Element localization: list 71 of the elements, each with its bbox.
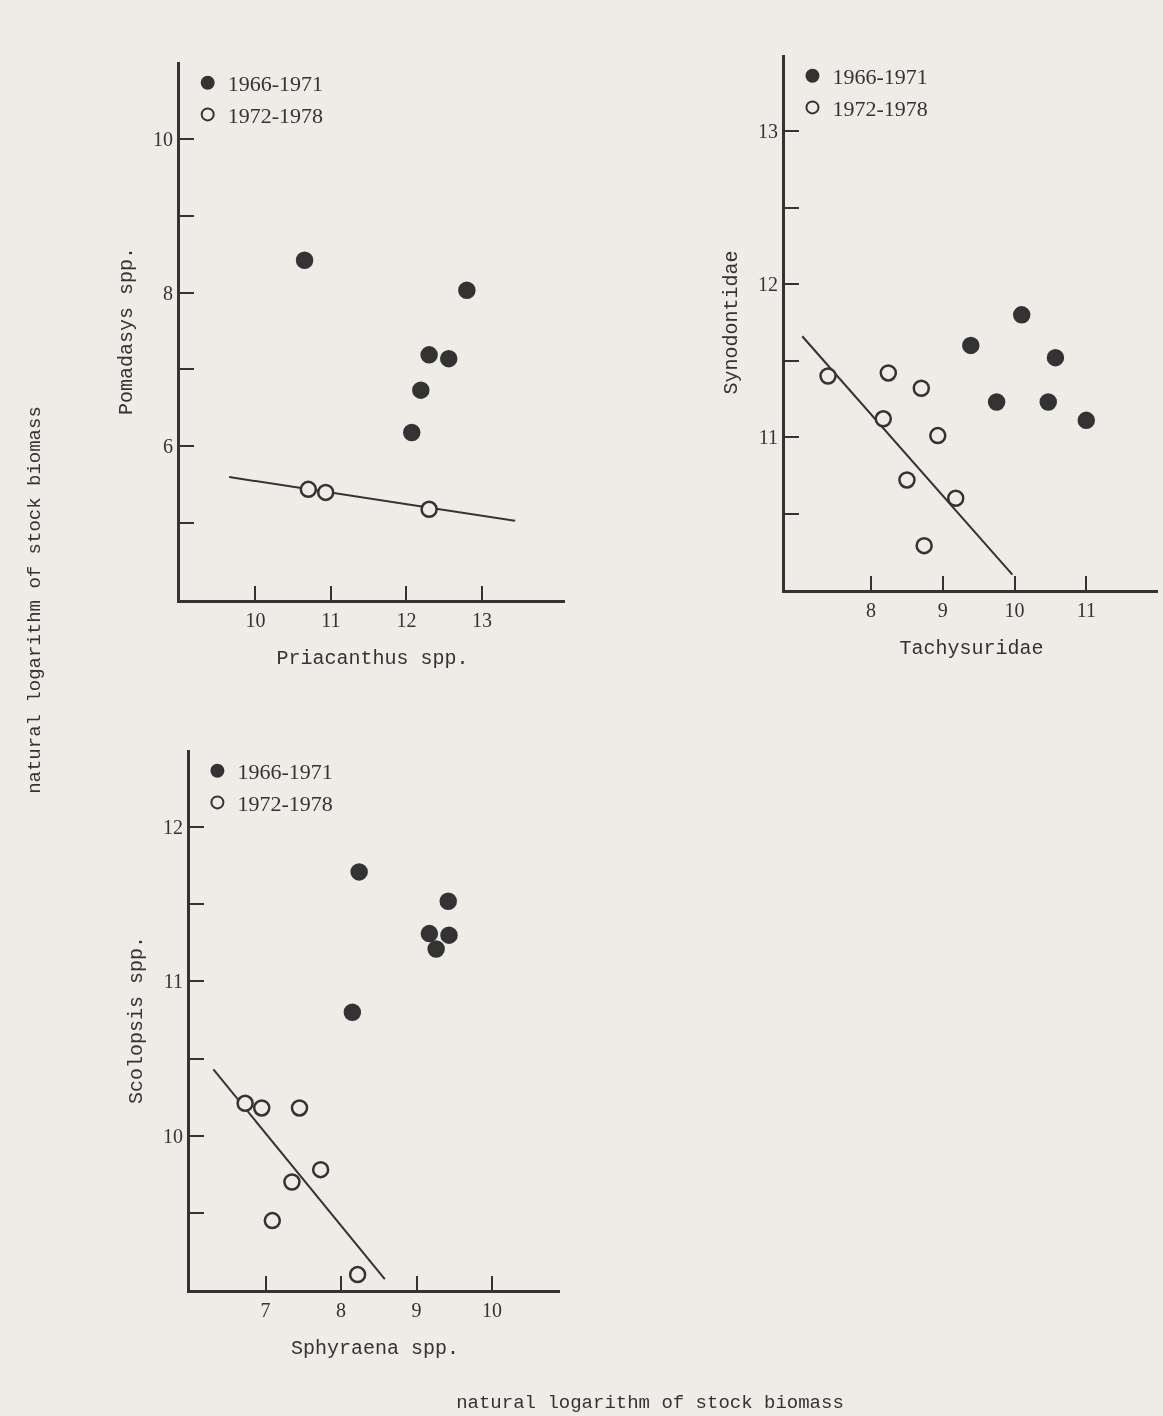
point (252, 1099, 271, 1117)
y-tick-label: 8 (163, 281, 173, 304)
point (819, 367, 837, 385)
point (283, 1173, 301, 1191)
y-tick-label: 13 (758, 120, 778, 143)
text: natural logarithm of stock biomass (456, 1392, 844, 1414)
x-axis-title: Priacanthus spp. (276, 646, 469, 670)
y-tick-label: 11 (758, 426, 778, 449)
y-axis-title: Synodontidae (719, 250, 743, 395)
y-tick-label: 6 (163, 435, 173, 458)
point (458, 281, 476, 300)
point (299, 480, 318, 499)
point (420, 500, 438, 519)
x-axis-title: Tachysuridae (899, 636, 1044, 660)
point (440, 349, 458, 368)
x-tick-label: 7 (260, 1299, 271, 1321)
point (311, 1160, 330, 1179)
point (1077, 411, 1096, 430)
x-tick-label: 11 (321, 609, 341, 631)
point (295, 251, 314, 270)
legend-label: 1972-1978 (832, 95, 928, 121)
y-tick-label: 11 (163, 970, 183, 993)
point (946, 489, 965, 508)
point (316, 483, 335, 502)
y-tick-label: 12 (163, 816, 183, 839)
x-tick-label: 9 (937, 599, 948, 621)
point (420, 346, 438, 364)
point (1039, 393, 1057, 411)
point (412, 381, 430, 399)
point (439, 892, 457, 910)
x-tick-label: 8 (866, 599, 877, 621)
point (1046, 348, 1065, 367)
point (912, 379, 931, 397)
point (420, 924, 439, 943)
point (236, 1094, 254, 1113)
y-axis-title: Scolopsis spp. (124, 935, 148, 1105)
x-tick-label: 11 (1076, 599, 1096, 621)
x-tick-label: 12 (396, 609, 417, 631)
point (929, 426, 947, 445)
y-tick-label: 10 (153, 127, 173, 150)
point (350, 863, 368, 881)
legend-label: 1972-1978 (227, 102, 324, 128)
legend-label: 1972-1978 (237, 790, 333, 816)
y-tick-label: 12 (758, 273, 778, 296)
point (427, 940, 445, 958)
point (879, 364, 898, 382)
point (403, 423, 421, 442)
legend-label: 1966-1971 (832, 64, 928, 90)
x-tick-label: 13 (471, 609, 492, 631)
point (1012, 306, 1031, 324)
point (987, 393, 1006, 411)
point (915, 536, 933, 555)
point (263, 1211, 282, 1230)
y-tick-label: 10 (163, 1124, 183, 1147)
point (343, 1003, 362, 1022)
x-tick-label: 8 (336, 1299, 347, 1321)
text: natural logarithm of stock biomass (24, 406, 46, 794)
legend-label: 1966-1971 (237, 759, 333, 785)
legend-label: 1966-1971 (227, 71, 324, 97)
point (962, 336, 980, 355)
point (874, 410, 893, 428)
point (898, 471, 916, 489)
point (290, 1099, 309, 1117)
x-tick-label: 9 (411, 1299, 422, 1321)
point (348, 1265, 367, 1284)
x-axis-title: Sphyraena spp. (290, 1336, 460, 1360)
point (440, 926, 458, 944)
x-tick-label: 10 (482, 1299, 503, 1321)
x-tick-label: 10 (1004, 599, 1025, 621)
x-tick-label: 10 (245, 609, 266, 631)
y-axis-title: Pomadasys spp. (114, 246, 138, 416)
